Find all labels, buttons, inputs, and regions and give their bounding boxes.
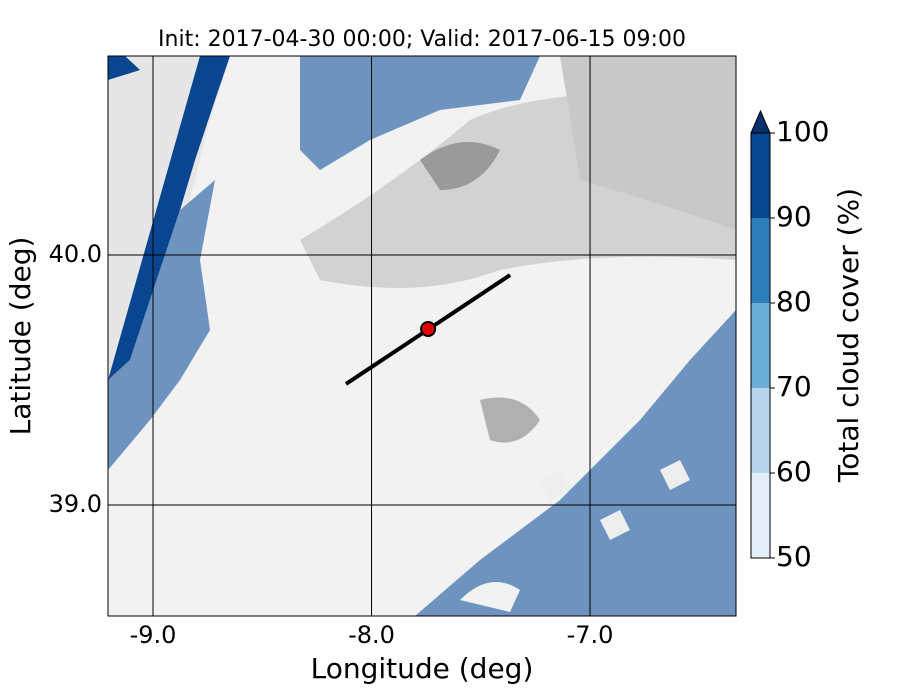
x-tick-label: -8.0 bbox=[348, 621, 395, 649]
x-axis-label: Longitude (deg) bbox=[311, 652, 534, 685]
colorbar-tick-label: 90 bbox=[776, 200, 812, 233]
colorbar-segment bbox=[751, 303, 770, 388]
location-point bbox=[420, 321, 437, 337]
x-tick-label: -9.0 bbox=[130, 621, 177, 649]
x-tick-label: -7.0 bbox=[567, 621, 614, 649]
colorbar-tick-label: 80 bbox=[776, 285, 812, 318]
colorbar-segment bbox=[751, 473, 770, 558]
colorbar-segment bbox=[751, 388, 770, 473]
colorbar-extend bbox=[750, 109, 771, 134]
chart-title: Init: 2017-04-30 00:00; Valid: 2017-06-1… bbox=[158, 27, 686, 52]
colorbar-tick-label: 100 bbox=[776, 115, 829, 148]
y-tick-label: 39.0 bbox=[49, 490, 102, 518]
colorbar-tick-label: 50 bbox=[776, 540, 812, 573]
colorbar-tick-label: 70 bbox=[776, 370, 812, 403]
colorbar-segment bbox=[751, 133, 770, 218]
y-tick-label: 40.0 bbox=[49, 240, 102, 268]
y-axis-label: Latitude (deg) bbox=[4, 237, 37, 436]
map-background bbox=[108, 56, 736, 616]
colorbar-segment bbox=[751, 218, 770, 303]
plot-frame bbox=[107, 55, 737, 617]
colorbar-frame bbox=[750, 132, 771, 559]
colorbar-label: Total cloud cover (%) bbox=[832, 188, 865, 483]
colorbar-tick-label: 60 bbox=[776, 455, 812, 488]
